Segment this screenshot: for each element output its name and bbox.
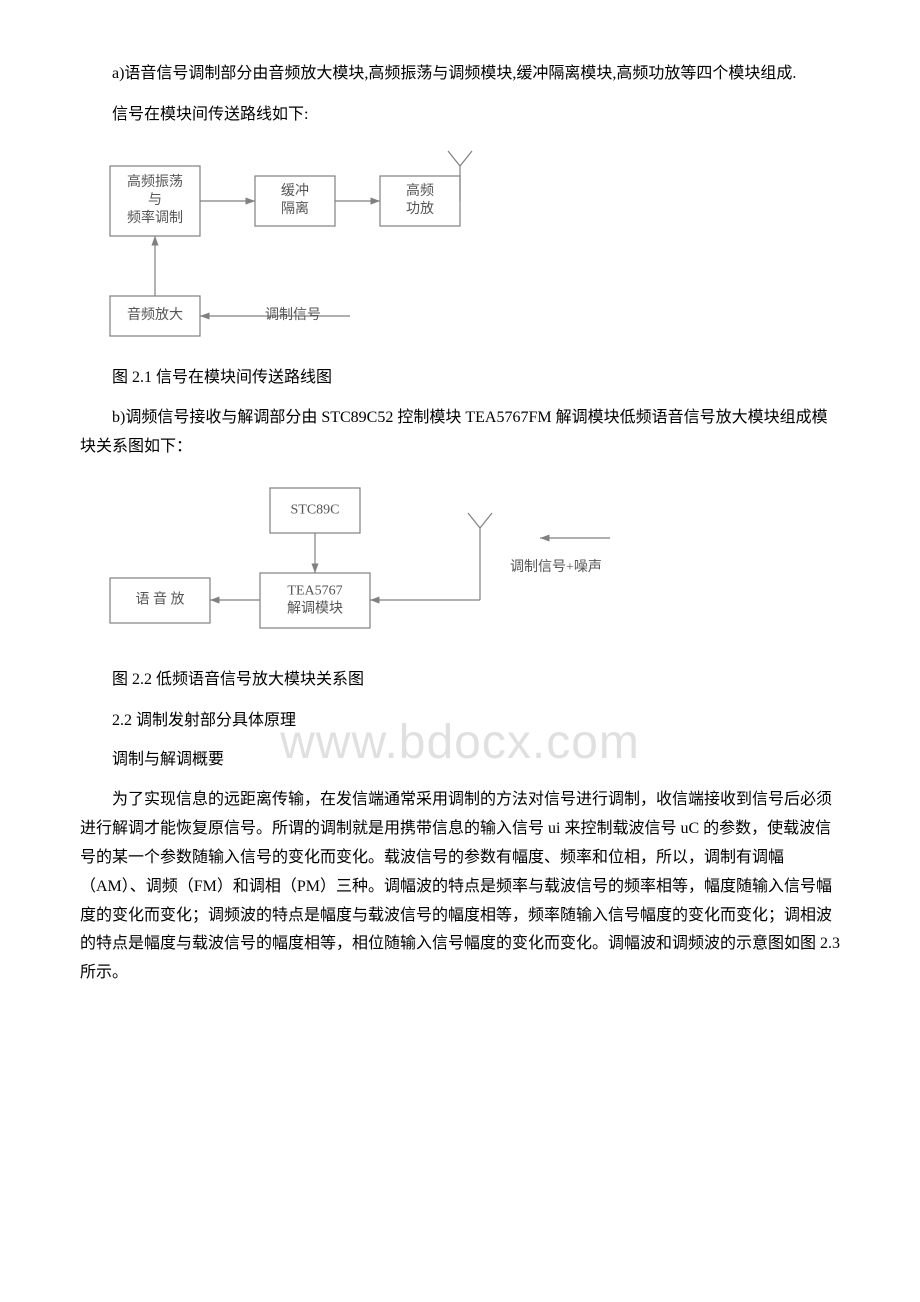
svg-text:音频放大: 音频放大 (127, 306, 183, 323)
svg-text:调制信号+噪声: 调制信号+噪声 (510, 559, 602, 575)
diagram-1: 高频振荡与频率调制 缓冲隔离 高频功放音频放大 调制信号 (80, 146, 520, 356)
para-overview: 调制与解调概要 (80, 746, 840, 775)
svg-text:语 音 放: 语 音 放 (136, 591, 185, 608)
svg-text:TEA5767: TEA5767 (287, 584, 342, 599)
diagram-1-container: 高频振荡与频率调制 缓冲隔离 高频功放音频放大 调制信号 (80, 146, 840, 356)
svg-text:功放: 功放 (406, 201, 434, 217)
para-body: 为了实现信息的远距离传输，在发信端通常采用调制的方法对信号进行调制，收信端接收到… (80, 786, 840, 988)
svg-text:缓冲: 缓冲 (281, 183, 309, 199)
caption-2: 图 2.2 低频语音信号放大模块关系图 (80, 666, 840, 695)
para-a-sub: 信号在模块间传送路线如下: (80, 101, 840, 130)
svg-text:STC89C: STC89C (290, 503, 339, 518)
svg-text:高频振荡: 高频振荡 (127, 173, 183, 190)
svg-text:隔离: 隔离 (281, 200, 309, 217)
para-a: a)语音信号调制部分由音频放大模块,高频振荡与调频模块,缓冲隔离模块,高频功放等… (80, 60, 840, 89)
svg-text:与: 与 (148, 192, 162, 208)
para-b: b)调频信号接收与解调部分由 STC89C52 控制模块 TEA5767FM 解… (80, 404, 840, 462)
svg-text:高频: 高频 (406, 182, 434, 199)
svg-text:调制信号: 调制信号 (265, 307, 321, 323)
svg-text:频率调制: 频率调制 (127, 209, 183, 226)
diagram-2: STC89C TEA5767 解调模块 语 音 放 调制信号+噪声 (80, 478, 640, 658)
svg-text:解调模块: 解调模块 (287, 601, 343, 617)
caption-1: 图 2.1 信号在模块间传送路线图 (80, 364, 840, 393)
section-2-2-title: 2.2 调制发射部分具体原理 (80, 707, 840, 736)
diagram-2-container: STC89C TEA5767 解调模块 语 音 放 调制信号+噪声 (80, 478, 840, 658)
